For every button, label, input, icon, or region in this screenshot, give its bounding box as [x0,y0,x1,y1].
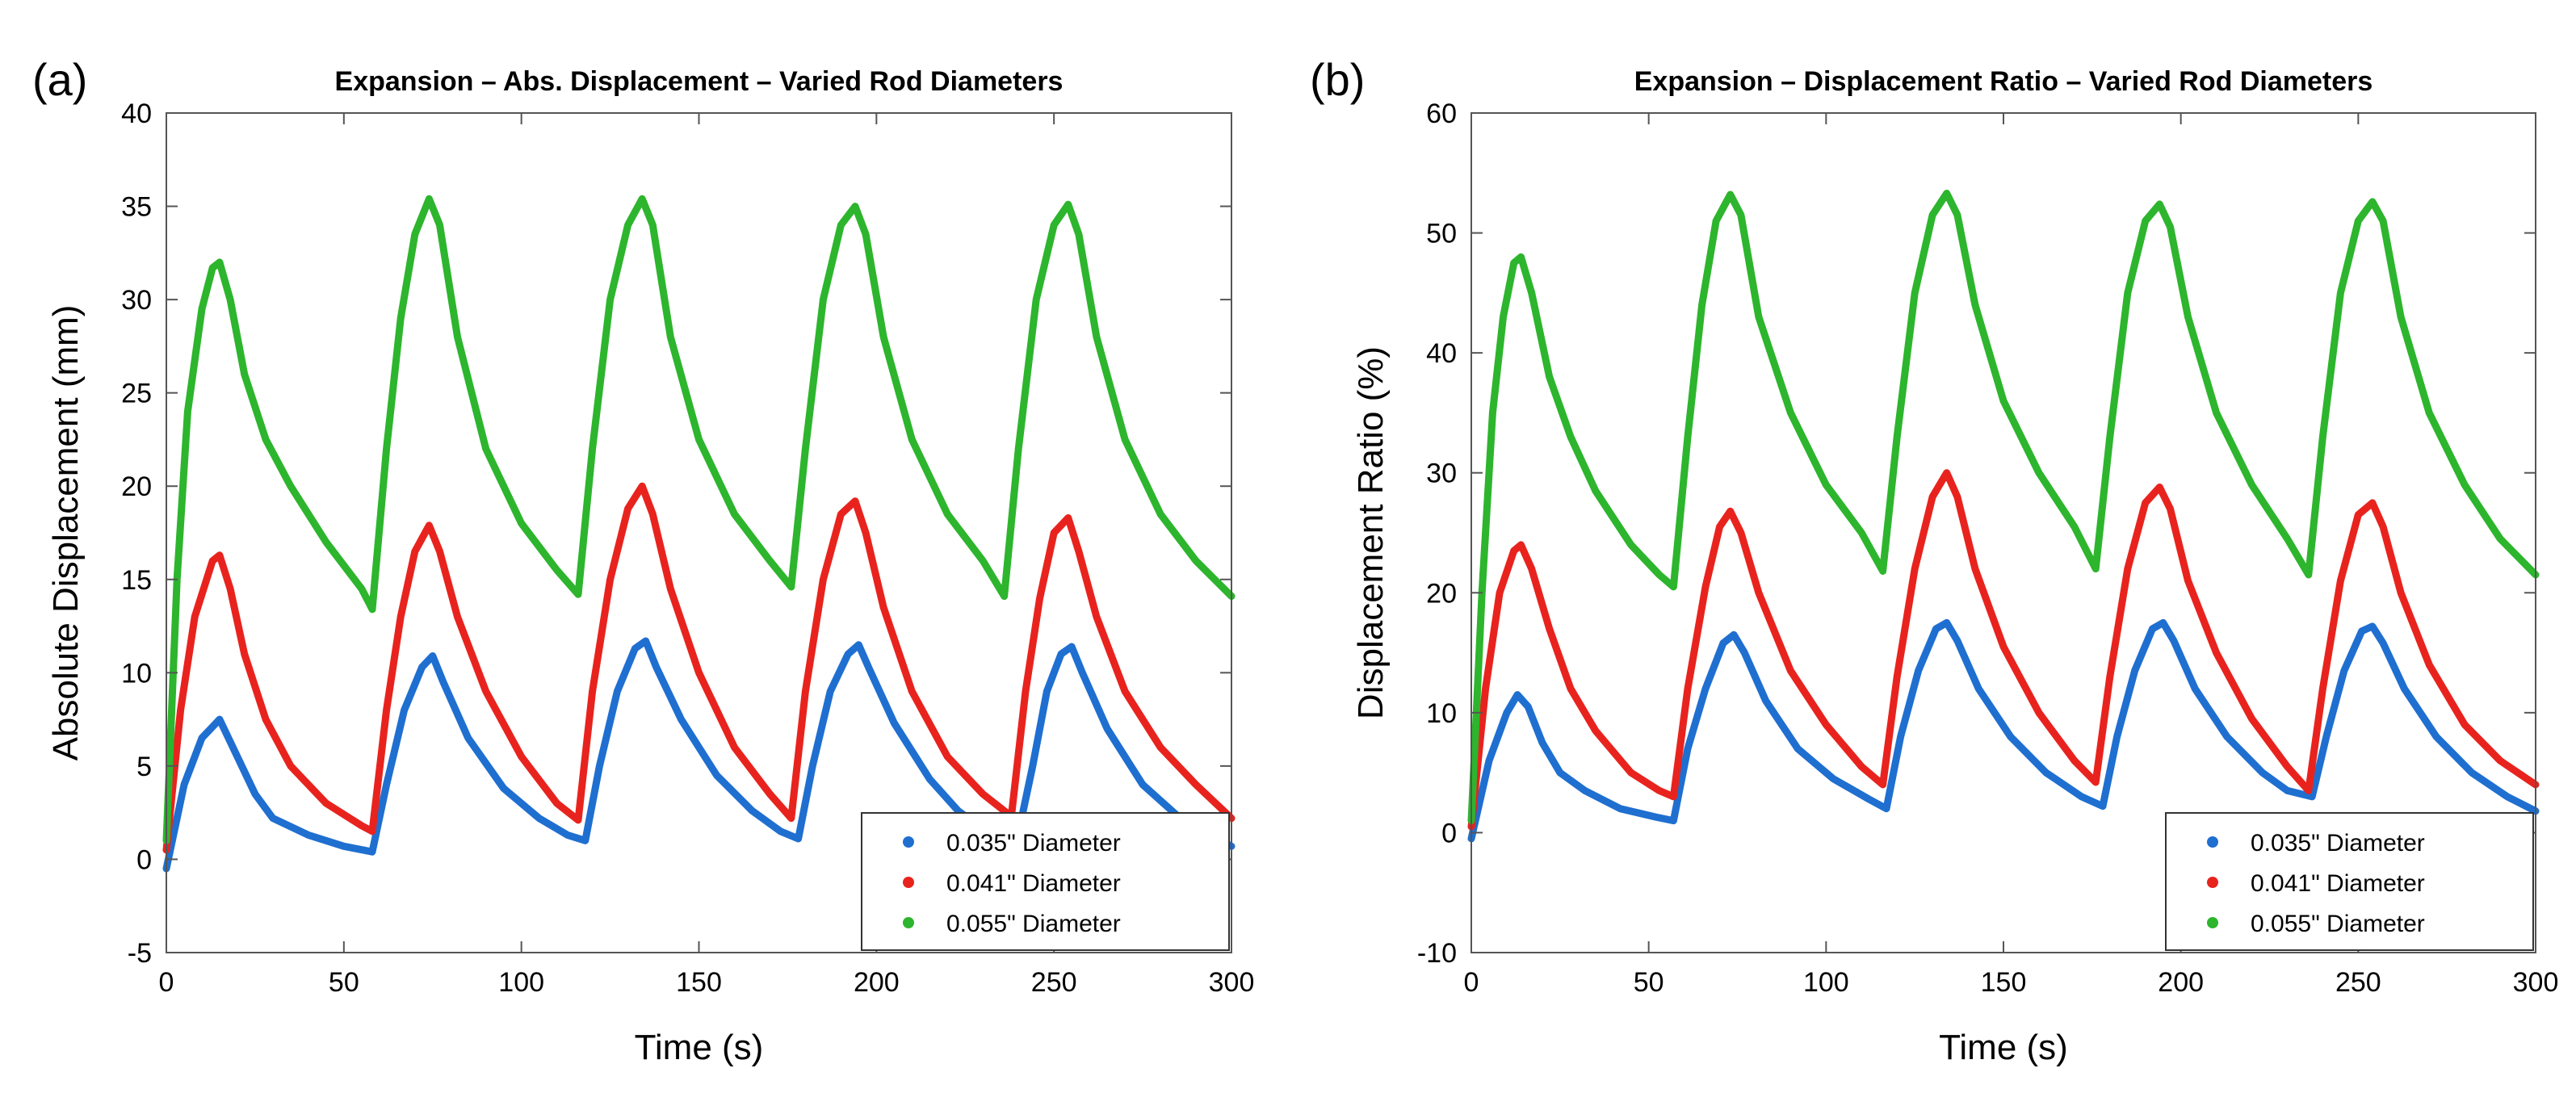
y-axis-label: Displacement Ratio (%) [1351,346,1391,719]
x-tick-label: 150 [676,967,722,998]
y-tick-label: 5 [136,752,152,782]
y-tick-label: 30 [121,285,152,316]
y-tick-label: 10 [1426,698,1457,729]
legend-label: 0.035" Diameter [946,830,1121,857]
x-tick-label: 200 [854,967,900,998]
legend-box [2165,812,2534,951]
chart-title: Expansion – Abs. Displacement – Varied R… [335,66,1064,97]
series-line-3 [1467,190,2540,825]
x-tick-label: 200 [2158,967,2204,998]
y-tick-label: 10 [121,658,152,689]
legend-marker [2207,877,2218,888]
y-tick-label: 20 [1426,578,1457,609]
x-tick-label: 50 [329,967,359,998]
y-tick-label: 50 [1426,219,1457,249]
panel-label: (a) [32,54,87,105]
x-tick-label: 50 [1634,967,1664,998]
x-tick-label: 250 [2335,967,2381,998]
y-tick-label: 30 [1426,459,1457,489]
x-tick-label: 150 [1981,967,2027,998]
legend-box [861,812,1230,951]
y-tick-label: 35 [121,192,152,223]
y-tick-label: 60 [1426,98,1457,129]
panel-label: (b) [1310,54,1365,105]
legend: 0.035" Diameter 0.041" Diameter 0.055" Dia… [2165,812,2534,951]
y-tick-label: 0 [136,844,152,875]
series-line-3 [162,195,1236,844]
y-tick-label: -10 [1417,938,1457,969]
x-axis-label: Time (s) [635,1028,764,1067]
x-axis-label: Time (s) [1939,1028,2068,1067]
legend-marker [2207,836,2218,848]
legend-marker [903,877,914,888]
series-line-2 [1467,469,2540,831]
legend-label: 0.041" Diameter [2251,870,2425,897]
y-tick-label: 20 [121,471,152,502]
x-tick-label: 0 [1464,967,1479,998]
y-tick-label: 0 [1441,818,1457,848]
x-tick-label: 100 [498,967,544,998]
legend: 0.035" Diameter 0.041" Diameter 0.055" Dia… [861,812,1230,951]
chart-panel-a: (a) Expansion – Abs. Displacement – Varie… [32,54,1254,1067]
x-tick-label: 100 [1803,967,1849,998]
legend-label: 0.055" Diameter [2251,911,2425,937]
y-tick-label: 25 [121,379,152,409]
y-tick-label: 40 [121,98,152,129]
x-tick-label: 300 [2513,967,2559,998]
legend-marker [903,917,914,928]
legend-label: 0.041" Diameter [946,870,1121,897]
legend-label: 0.035" Diameter [2251,830,2425,857]
legend-marker [2207,917,2218,928]
legend-marker [903,836,914,848]
y-axis-label: Absolute Displacement (mm) [46,305,86,761]
x-tick-label: 0 [159,967,174,998]
x-tick-label: 250 [1031,967,1077,998]
y-tick-label: 40 [1426,338,1457,369]
chart-title: Expansion – Displacement Ratio – Varied … [1634,66,2373,97]
series-line-2 [162,482,1236,854]
series-line-1 [1467,618,2540,843]
y-tick-label: -5 [128,938,152,969]
x-tick-label: 300 [1209,967,1255,998]
series-line-1 [162,637,1236,873]
legend-label: 0.055" Diameter [946,911,1121,937]
chart-panel-b: (b) Expansion – Displacement Ratio – Vari… [1310,54,2558,1067]
y-tick-label: 15 [121,565,152,596]
